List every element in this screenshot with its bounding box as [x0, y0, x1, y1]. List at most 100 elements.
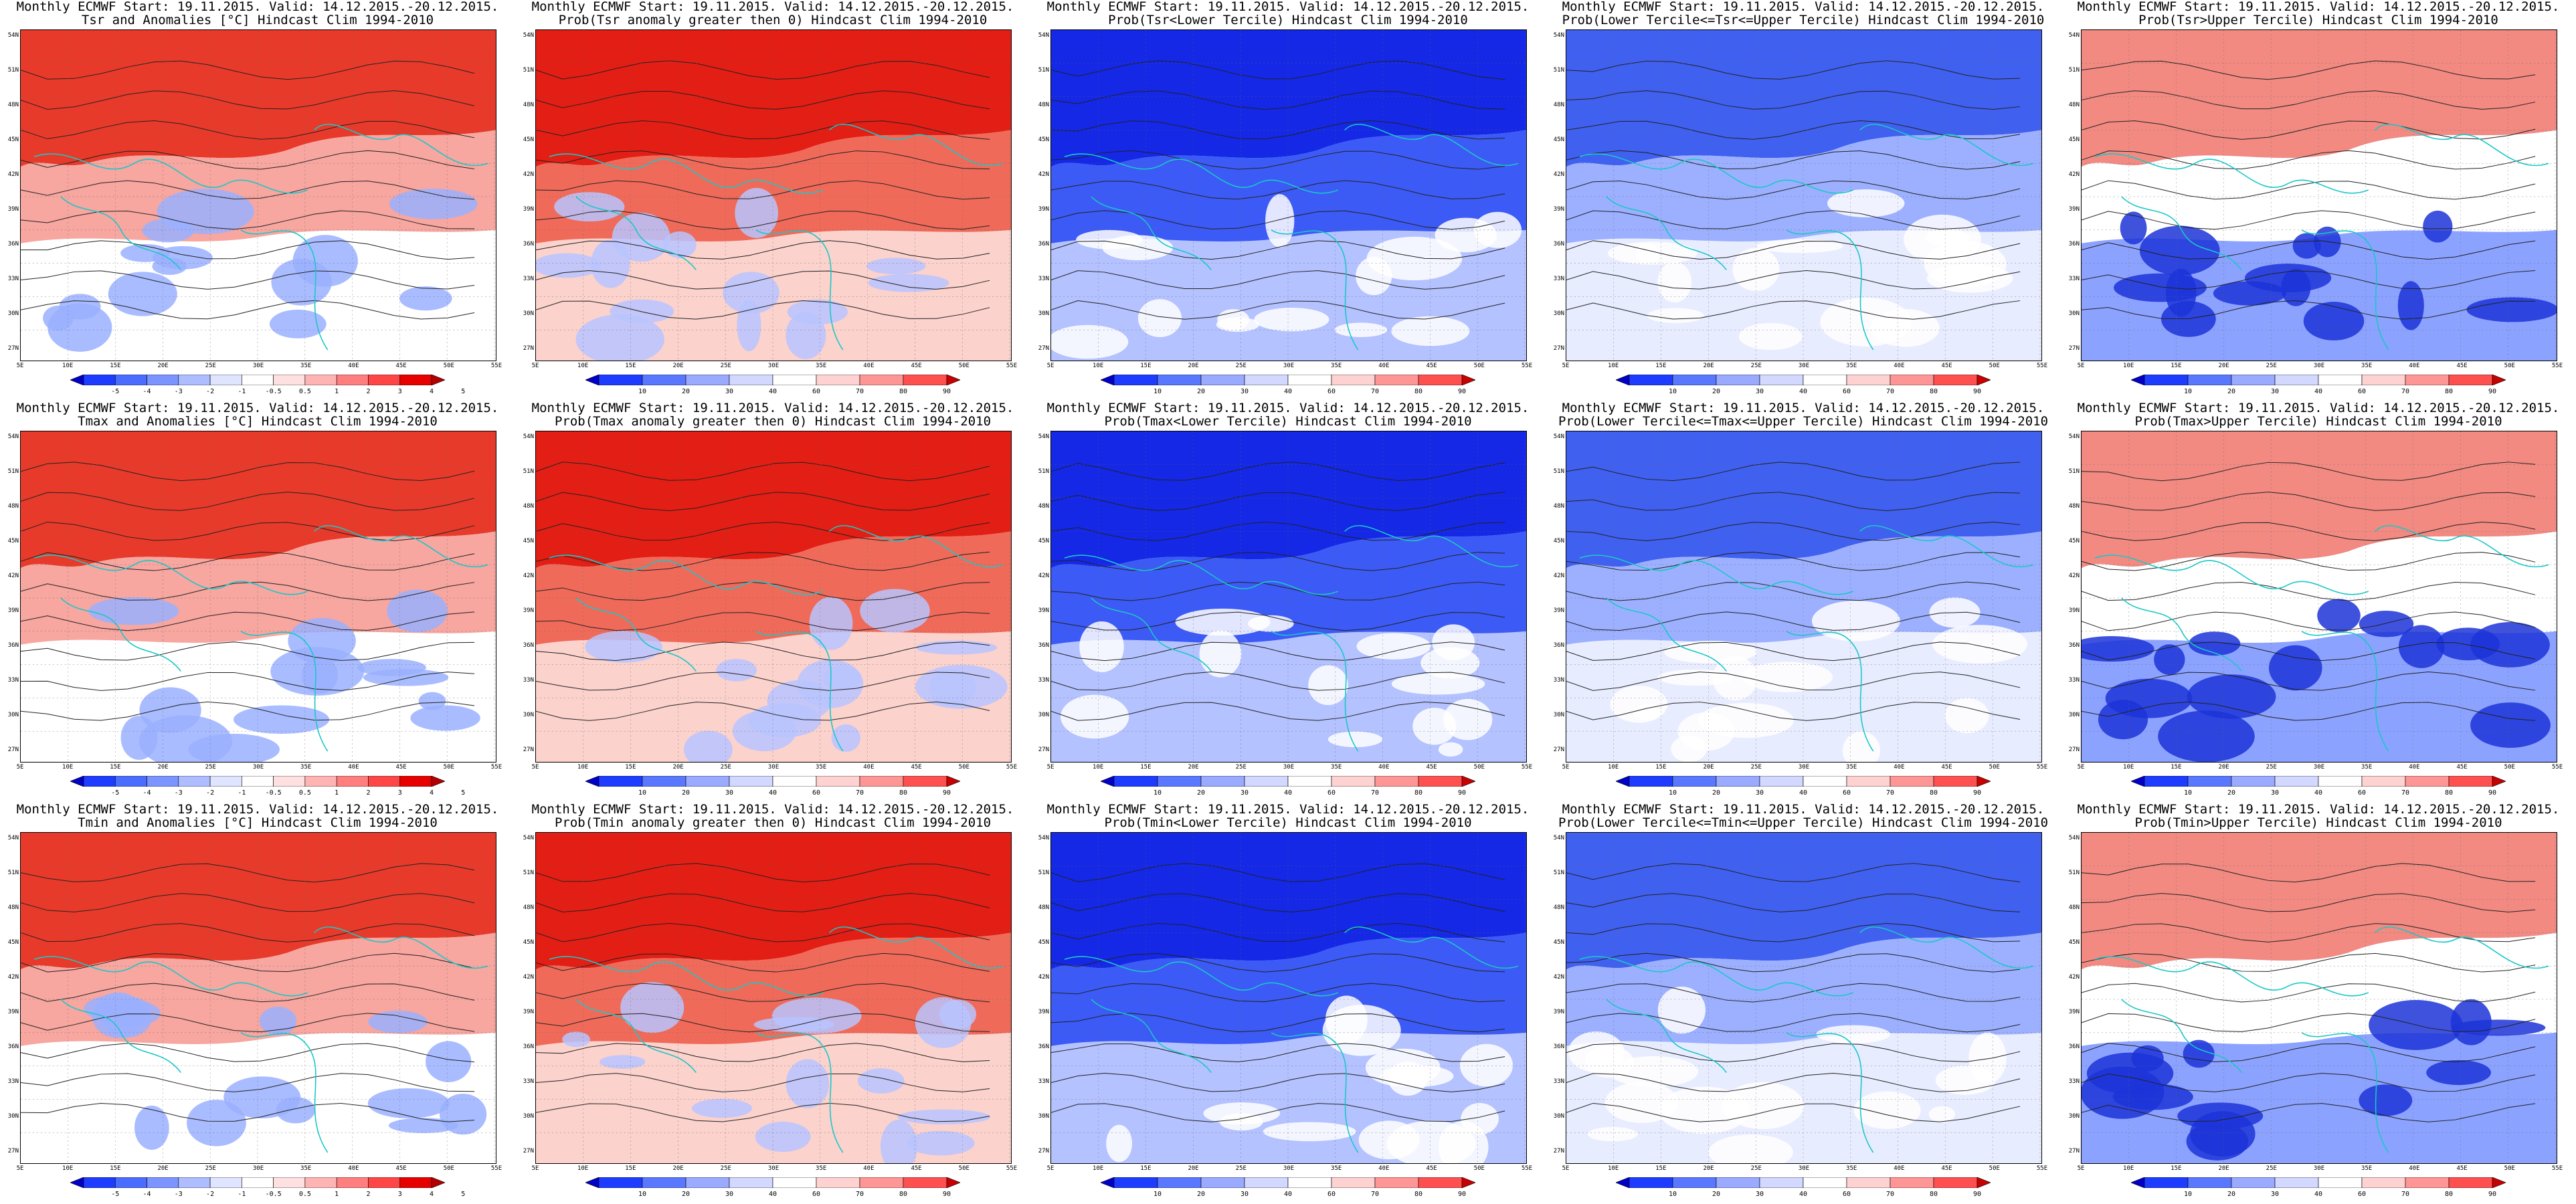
colorbar-tick-label: -2 — [206, 388, 215, 395]
forecast-map[interactable] — [535, 832, 1012, 1164]
forecast-map[interactable] — [20, 431, 496, 763]
colorbar-svg — [1101, 776, 1475, 787]
anomaly-patch — [1325, 995, 1368, 1044]
longitude-label: 20E — [1188, 1165, 1199, 1172]
colorbar-segment — [772, 776, 817, 787]
forecast-map[interactable] — [20, 832, 496, 1164]
latitude-label: 45N — [2068, 538, 2080, 544]
contour-line — [536, 952, 990, 973]
latitude-label: 51N — [7, 468, 19, 475]
forecast-map[interactable] — [1566, 431, 2042, 763]
map-svg — [21, 30, 496, 361]
coastline — [2301, 229, 2389, 350]
panel-title-variable: Prob(Tsr<Lower Tercile) Hindcast Clim 19… — [1108, 13, 1468, 27]
anomaly-patch — [108, 272, 177, 316]
colorbar — [70, 1177, 445, 1188]
map-svg — [2082, 431, 2557, 762]
anomaly-patch — [1811, 600, 1900, 641]
longitude-label: 15E — [110, 363, 121, 369]
forecast-map[interactable] — [2081, 431, 2557, 763]
colorbar-segment — [273, 776, 306, 787]
colorbar-segment — [209, 1177, 242, 1188]
colorbar-tick-label: -4 — [143, 388, 151, 395]
anomaly-patch — [426, 1041, 472, 1082]
coastline — [1064, 956, 1339, 997]
contour-line — [1051, 492, 1505, 511]
colorbar-tick-label: 90 — [1972, 789, 1982, 797]
colorbar-segment — [1157, 776, 1202, 787]
forecast-map[interactable] — [20, 29, 496, 361]
latitude-label: 39N — [7, 1009, 19, 1015]
contour-line — [1566, 672, 2021, 691]
contour-line — [1566, 952, 2021, 973]
contour-line — [21, 180, 475, 200]
colorbar-arrow-right — [1976, 375, 1991, 385]
colorbar-segment — [685, 375, 730, 385]
contour-line — [536, 863, 990, 883]
colorbar-segment — [1890, 776, 1934, 787]
anomaly-patch — [2120, 211, 2147, 245]
coastline — [1344, 926, 1519, 969]
colorbar-tick-label: -3 — [174, 789, 183, 797]
colorbar-arrow-right — [431, 375, 445, 385]
forecast-map[interactable] — [1050, 431, 1527, 763]
forecast-map[interactable] — [1050, 832, 1527, 1164]
forecast-map[interactable] — [1566, 29, 2042, 361]
anomaly-patch — [259, 1007, 297, 1035]
panel-title-run-info: Monthly ECMWF Start: 19.11.2015. Valid: … — [2077, 401, 2560, 415]
forecast-panel: Monthly ECMWF Start: 19.11.2015. Valid: … — [515, 401, 1030, 803]
map-svg — [1566, 431, 2041, 762]
contour-line — [2082, 60, 2536, 80]
forecast-map[interactable] — [1566, 832, 2042, 1164]
longitude-label: 45E — [1941, 1165, 1952, 1172]
colorbar-segment — [336, 776, 369, 787]
colorbar-tick-label: 40 — [1799, 789, 1808, 797]
coastline — [1579, 153, 1854, 194]
colorbar-segment — [1759, 776, 1804, 787]
contour-line — [1566, 702, 2021, 721]
colorbar-segment — [1200, 375, 1245, 385]
longitude-label: 30E — [767, 764, 779, 771]
colorbar-tick-label: 30 — [2270, 1191, 2280, 1198]
longitude-label: 25E — [720, 1165, 731, 1172]
panel-title-run-info: Monthly ECMWF Start: 19.11.2015. Valid: … — [1562, 802, 2045, 817]
longitude-label: 40E — [1894, 363, 1905, 369]
latitude-label: 30N — [523, 310, 534, 317]
forecast-panel: Monthly ECMWF Start: 19.11.2015. Valid: … — [1030, 401, 1546, 803]
colorbar-tick-label: 10 — [1668, 1191, 1677, 1198]
anomaly-patch — [915, 997, 972, 1048]
map-svg — [1051, 833, 1526, 1163]
colorbar-tick-label: 70 — [855, 789, 864, 797]
forecast-map[interactable] — [535, 29, 1012, 361]
colorbar-svg — [2131, 776, 2506, 787]
anomaly-patch — [868, 274, 949, 292]
contour-line — [536, 922, 990, 942]
contour-line — [536, 1073, 990, 1092]
colorbar-segment — [1672, 375, 1717, 385]
colorbar-segment — [1287, 1177, 1332, 1188]
central-field — [21, 130, 496, 243]
forecast-map[interactable] — [2081, 29, 2557, 361]
latitude-label: 48N — [1553, 904, 1564, 911]
colorbar-svg — [70, 375, 445, 385]
colorbar-segment — [1113, 1177, 1158, 1188]
latitude-label: 36N — [7, 241, 19, 247]
forecast-map[interactable] — [535, 431, 1012, 763]
forecast-map[interactable] — [1050, 29, 1527, 361]
longitude-label: 15E — [1140, 764, 1152, 771]
anomaly-patch — [1391, 673, 1485, 695]
colorbar-tick-label: 90 — [1972, 1191, 1982, 1198]
anomaly-patch — [723, 272, 779, 314]
anomaly-patch — [1199, 630, 1242, 678]
longitude-label: 35E — [300, 363, 312, 369]
colorbar — [585, 1177, 960, 1188]
latitude-label: 27N — [7, 345, 19, 352]
longitude-label: 5E — [1046, 363, 1054, 369]
forecast-map[interactable] — [2081, 832, 2557, 1164]
longitude-label: 55E — [2551, 1165, 2563, 1172]
colorbar-segment — [147, 375, 179, 385]
colorbar-segment — [903, 776, 947, 787]
colorbar-segment — [903, 375, 947, 385]
contour-line — [1566, 210, 2021, 230]
colorbar-tick-label: 30 — [725, 1191, 734, 1198]
